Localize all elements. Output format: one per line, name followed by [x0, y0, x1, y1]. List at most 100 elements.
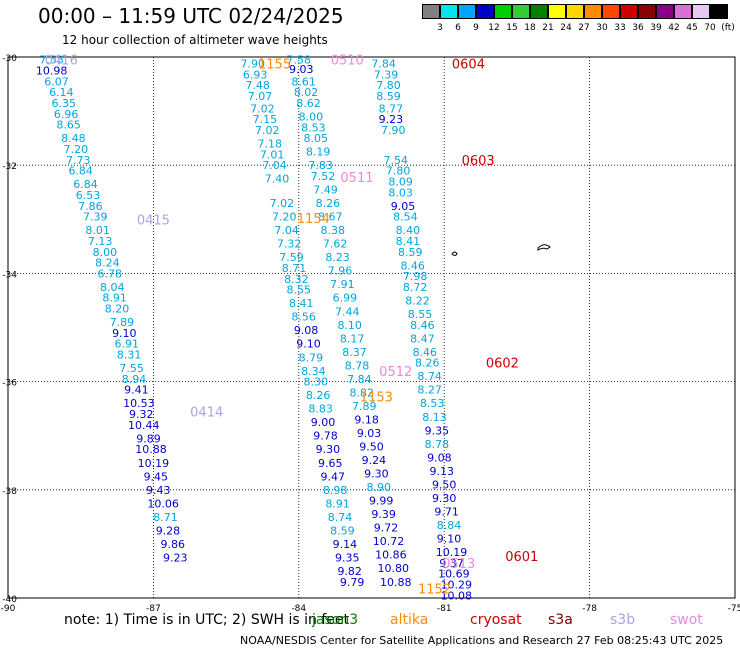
wave-height-label: 8.65 [56, 119, 81, 132]
wave-height-label: 8.78 [425, 438, 450, 451]
wave-height-label: 10.72 [373, 535, 405, 548]
pass-time-label: 0416 [45, 54, 78, 69]
pass-time-label: 0602 [486, 357, 519, 372]
colorbar-swatch [620, 4, 638, 19]
credit-line: NOAA/NESDIS Center for Satellite Applica… [240, 634, 724, 647]
y-tick-label: -34 [2, 270, 17, 280]
wave-height-label: 9.03 [357, 427, 382, 440]
pass-time-label: 0604 [452, 57, 485, 72]
wave-height-label: 10.86 [375, 549, 407, 562]
colorbar-swatch [602, 4, 620, 19]
wave-height-label: 7.02 [250, 102, 275, 115]
colorbar-swatch [710, 4, 728, 19]
wave-height-label: 9.10 [296, 338, 321, 351]
wave-height-label: 9.50 [432, 478, 457, 491]
wave-height-label: 7.73 [66, 154, 91, 167]
x-tick-label: -84 [291, 604, 306, 614]
x-tick-label: -75 [728, 604, 740, 614]
satellite-legend-cryosat: cryosat [470, 612, 522, 628]
wave-height-label: 7.32 [277, 238, 302, 251]
wave-height-label: 9.65 [318, 457, 343, 470]
wave-height-label: 8.91 [325, 497, 350, 510]
colorbar-swatch [674, 4, 692, 19]
wave-height-label: 7.02 [255, 124, 280, 137]
x-tick-label: -87 [146, 604, 161, 614]
wave-height-label: 8.56 [291, 311, 316, 324]
colorbar-swatch [566, 4, 584, 19]
wave-height-label: 8.90 [367, 481, 392, 494]
wave-height-label: 7.40 [265, 173, 290, 186]
wave-height-label: 8.10 [337, 319, 362, 332]
wave-height-label: 8.59 [398, 246, 423, 259]
wave-height-label: 7.86 [78, 200, 103, 213]
wave-height-label: 8.82 [350, 386, 375, 399]
wave-height-label: 8.53 [420, 397, 445, 410]
wave-height-label: 7.96 [328, 265, 353, 278]
y-tick-label: -32 [2, 162, 17, 172]
y-tick-label: -38 [2, 487, 17, 497]
pass-time-label: 0511 [340, 171, 373, 186]
wave-height-label: 8.48 [61, 132, 86, 145]
wave-height-label: 7.04 [274, 224, 299, 237]
wave-height-label: 9.24 [362, 454, 387, 467]
wave-height-label: 9.32 [129, 408, 154, 421]
wave-height-label: 7.18 [257, 138, 282, 151]
colorbar-label: (ft) [721, 23, 735, 33]
wave-height-label: 6.93 [243, 68, 268, 81]
wave-height-label: 6.96 [54, 108, 79, 121]
island-shape [537, 244, 551, 251]
wave-height-label: 9.39 [371, 508, 396, 521]
chart-title: 00:00 – 11:59 UTC 02/24/2025 [38, 4, 344, 28]
wave-height-label: 7.04 [262, 159, 287, 172]
colorbar-swatch [512, 4, 530, 19]
wave-height-label: 8.84 [437, 519, 462, 532]
wave-height-label: 8.83 [308, 403, 333, 416]
satellite-legend-s3a: s3a [548, 612, 573, 628]
wave-height-label: 8.20 [105, 303, 130, 316]
wave-height-label: 8.77 [379, 102, 404, 115]
wave-height-label: 8.67 [318, 211, 343, 224]
wave-height-label: 8.02 [294, 86, 319, 99]
wave-height-label: 8.34 [301, 365, 326, 378]
colorbar-swatch [584, 4, 602, 19]
wave-height-label: 8.00 [299, 111, 324, 124]
wave-height-label: 8.26 [415, 357, 440, 370]
wave-height-label: 8.71 [282, 262, 307, 275]
wave-height-label: 9.30 [316, 443, 341, 456]
colorbar-label: 6 [455, 23, 461, 33]
wave-height-label: 8.38 [320, 224, 345, 237]
colorbar-label: 30 [596, 23, 608, 33]
wave-height-label: 10.44 [128, 419, 160, 432]
wave-height-label: 6.78 [98, 267, 123, 280]
wave-height-label: 10.19 [436, 546, 468, 559]
colorbar-swatch [530, 4, 548, 19]
pass-time-label: 0415 [137, 213, 170, 228]
wave-height-label: 8.22 [405, 294, 430, 307]
wave-height-label: 8.55 [408, 308, 433, 321]
wave-height-label: 9.10 [112, 327, 137, 340]
wave-height-label: 10.29 [441, 578, 473, 591]
wave-height-label: 7.58 [287, 54, 312, 67]
wave-height-label: 8.91 [102, 292, 127, 305]
wave-height-label: 8.31 [117, 349, 142, 362]
colorbar-label: 33 [614, 23, 626, 33]
wave-height-label: 8.32 [284, 273, 309, 286]
wave-height-label: 7.54 [383, 154, 408, 167]
island-shape [451, 251, 458, 256]
wave-height-label: 8.19 [306, 146, 331, 159]
wave-height-label: 9.35 [425, 424, 450, 437]
wave-height-label: 6.99 [333, 292, 358, 305]
wave-height-label: 9.18 [354, 413, 379, 426]
satellite-legend-s3b: s3b [610, 612, 636, 628]
wave-height-label: 9.45 [144, 470, 169, 483]
wave-height-label: 7.02 [270, 197, 295, 210]
colorbar-label: 3 [437, 23, 443, 33]
wave-height-label: 6.35 [51, 97, 76, 110]
wave-height-label: 7.15 [253, 113, 278, 126]
wave-height-label: 10.88 [380, 576, 412, 589]
wave-height-label: 8.59 [376, 90, 401, 103]
wave-height-label: 7.48 [245, 79, 270, 92]
x-tick-label: -90 [1, 604, 16, 614]
wave-height-label: 8.24 [95, 257, 120, 270]
